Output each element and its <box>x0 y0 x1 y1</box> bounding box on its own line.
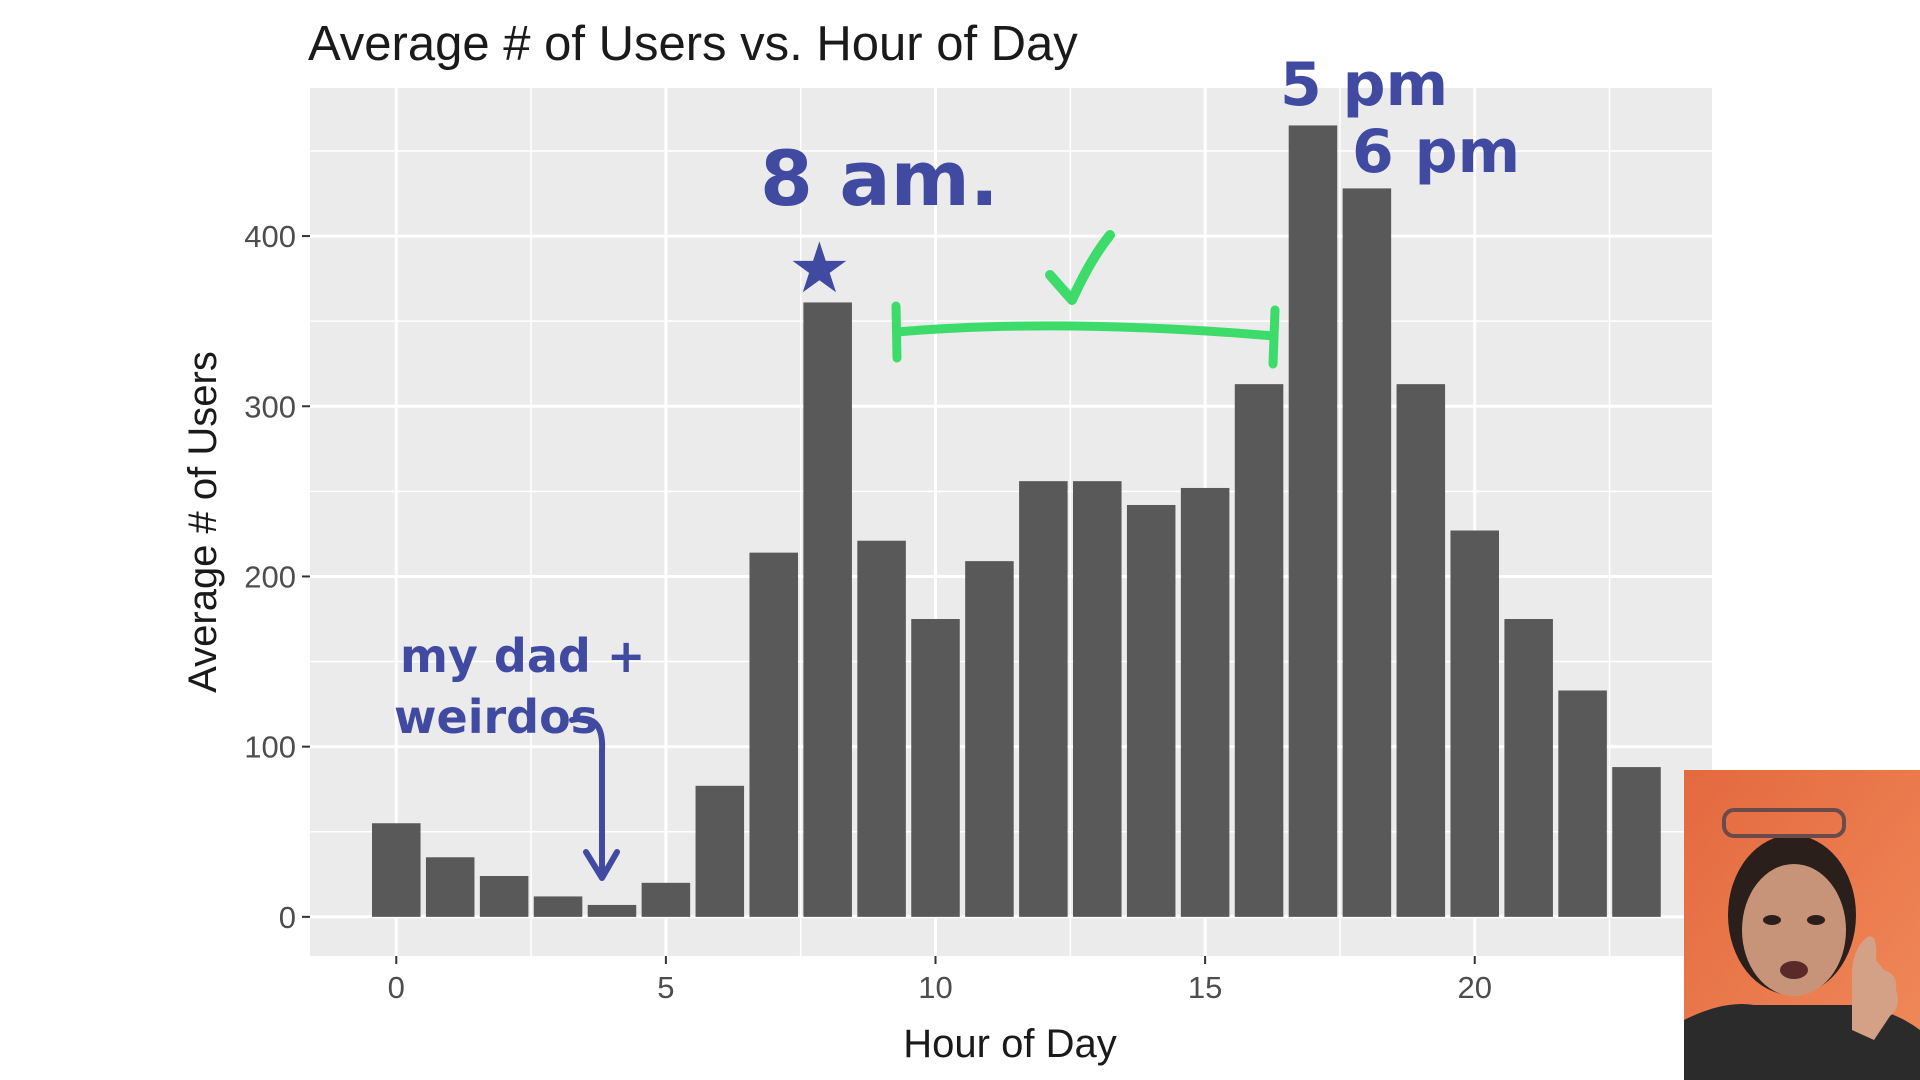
bar-hour-16 <box>1234 384 1284 917</box>
bar-hour-22 <box>1558 690 1607 917</box>
bar-hour-4 <box>587 904 637 917</box>
bar-hour-10 <box>911 619 960 917</box>
star-icon: ★ <box>788 227 851 309</box>
person-thumbs-up-icon <box>1684 770 1920 1080</box>
bar-hour-6 <box>695 785 745 917</box>
bar-hour-17 <box>1288 125 1338 917</box>
bar-hour-9 <box>857 540 906 917</box>
x-tick-label: 10 <box>918 970 952 1005</box>
check-mark-icon <box>1045 230 1115 305</box>
bar-hour-2 <box>479 876 529 917</box>
highlight-range-right-cap <box>1268 305 1280 369</box>
y-axis-title: Average # of Users <box>181 351 225 693</box>
bar-hour-7 <box>749 552 799 917</box>
bar-hour-19 <box>1396 384 1446 917</box>
bar-hour-1 <box>425 857 475 917</box>
y-tick-label: 100 <box>244 730 296 765</box>
annotation-5pm: 5 pm <box>1280 50 1448 120</box>
bar-hour-13 <box>1073 481 1122 917</box>
bar-hour-23 <box>1612 767 1661 917</box>
bar-hour-8 <box>803 302 852 917</box>
x-tick-label: 20 <box>1457 970 1491 1005</box>
bar-hour-3 <box>533 896 583 917</box>
highlight-range-left-cap <box>891 301 902 363</box>
webcam-overlay <box>1684 770 1920 1080</box>
y-axis-ticks: 0 100 200 300 400 <box>244 219 310 935</box>
bar-hour-18 <box>1342 188 1392 917</box>
bar-hour-12 <box>1019 481 1068 917</box>
bar-hour-14 <box>1126 504 1176 917</box>
annotation-6pm: 6 pm <box>1352 117 1520 187</box>
bar-hour-20 <box>1450 530 1500 917</box>
chart-title: Average # of Users vs. Hour of Day <box>308 17 1078 71</box>
bars <box>372 125 1661 917</box>
x-tick-label: 15 <box>1188 970 1222 1005</box>
bar-hour-0 <box>372 823 421 917</box>
annotation-night-line1: my dad + <box>400 629 645 683</box>
y-tick-label: 0 <box>279 900 296 935</box>
x-axis-ticks: 0 5 10 15 20 <box>388 956 1492 1005</box>
x-tick-label: 0 <box>388 970 405 1005</box>
highlight-range-line <box>892 321 1279 341</box>
x-tick-label: 5 <box>657 970 674 1005</box>
y-tick-label: 200 <box>244 559 296 594</box>
annotation-arrow <box>569 715 620 881</box>
bar-hour-5 <box>641 882 691 917</box>
bar-hour-15 <box>1180 487 1230 917</box>
y-tick-label: 300 <box>244 389 296 424</box>
bar-hour-21 <box>1504 619 1553 917</box>
annotation-night-line2: weirdos <box>394 690 598 744</box>
bar-hour-11 <box>965 561 1014 917</box>
annotation-8am: 8 am. <box>760 134 999 223</box>
x-axis-title: Hour of Day <box>903 1022 1116 1066</box>
y-tick-label: 400 <box>244 219 296 254</box>
